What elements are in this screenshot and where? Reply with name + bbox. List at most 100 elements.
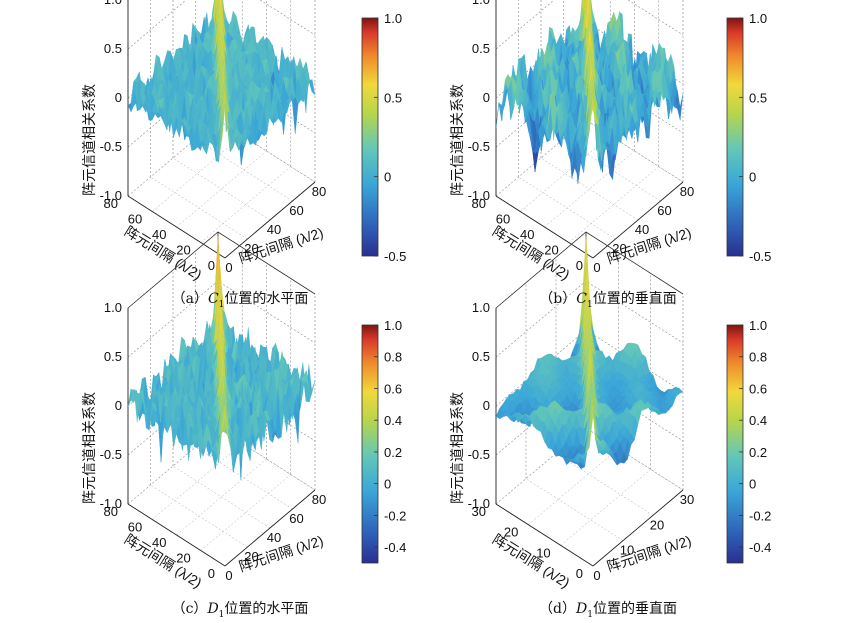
colorbar-tick-label: -0.2 bbox=[384, 508, 406, 523]
z-tick-label: 1.0 bbox=[472, 300, 490, 315]
y-tick-label: 80 bbox=[104, 504, 118, 519]
colorbar-bar bbox=[361, 17, 379, 257]
colorbar-tick-label: 0.2 bbox=[384, 445, 402, 460]
y-tick-label: 20 bbox=[176, 551, 190, 566]
grid-line bbox=[585, 427, 684, 491]
x-axis-line bbox=[224, 489, 316, 567]
y-tick-label: 40 bbox=[520, 227, 534, 242]
colorbar-tick-label: 0.6 bbox=[384, 381, 402, 396]
z-tick-label: -0.5 bbox=[468, 139, 490, 154]
colorbar-tick-label: -0.5 bbox=[749, 249, 771, 264]
grid-line bbox=[172, 157, 271, 221]
y-tick-label: 80 bbox=[472, 196, 486, 211]
colorbar-tick-label: -0.5 bbox=[384, 249, 406, 264]
x-tick-label: 60 bbox=[657, 203, 671, 218]
x-tick-label: 40 bbox=[635, 222, 649, 237]
y-axis-line bbox=[495, 503, 594, 567]
colorbar-tick-label: 1.0 bbox=[749, 318, 767, 333]
z-tick-label: 0 bbox=[115, 90, 122, 105]
colorbar-tick-label: 0.5 bbox=[384, 90, 402, 105]
surface bbox=[127, 0, 316, 166]
y-tick-label: 30 bbox=[472, 504, 486, 519]
z-tick-label: -1.0 bbox=[100, 496, 122, 511]
chart-panel-d: -1.0 -0.5 0 0.5 1.0 0 10 20 30 0 10 20 30 阵元信道相关系数阵元间… bbox=[449, 231, 771, 591]
x-tick-label: 20 bbox=[244, 549, 258, 564]
surface-cell bbox=[589, 102, 596, 124]
chart-panel-a: -1.0 -0.5 0 0.5 1.0 0 20 40 60 80 0 20 40 60 80 阵元信道相关系… bbox=[81, 0, 406, 283]
colorbar-tick-label: -0.2 bbox=[749, 508, 771, 523]
x-tick-label: 10 bbox=[620, 543, 634, 558]
colorbar-tick-label: 0 bbox=[749, 170, 756, 185]
y-tick-label: 20 bbox=[504, 525, 518, 540]
x-tick-label: 0 bbox=[225, 568, 232, 583]
x-tick-label: 20 bbox=[244, 241, 258, 256]
colorbar-tick-label: 0.2 bbox=[749, 445, 767, 460]
z-axis-label: 阵元信道相关系数 bbox=[449, 392, 465, 504]
x-axis-line bbox=[592, 181, 684, 259]
grid-line bbox=[555, 453, 654, 516]
z-tick-label: 0 bbox=[483, 398, 490, 413]
z-tick-label: 1.0 bbox=[472, 0, 490, 7]
grid-line bbox=[540, 157, 639, 221]
y-tick-label: 0 bbox=[208, 566, 215, 581]
x-tick-label: 60 bbox=[289, 203, 303, 218]
colorbar-tick-label: 0 bbox=[384, 170, 391, 185]
grid-line bbox=[127, 427, 316, 505]
colorbar-tick-label: 0.5 bbox=[749, 90, 767, 105]
grid-line bbox=[495, 119, 684, 197]
z-tick-label: -0.5 bbox=[100, 139, 122, 154]
x-axis-line bbox=[224, 181, 316, 259]
colorbar: -0.4 -0.2 0 0.2 0.4 0.6 0.8 1.0 bbox=[726, 318, 771, 564]
z-tick-label: 0.5 bbox=[104, 349, 122, 364]
colorbar-tick-label: 0.8 bbox=[749, 350, 767, 365]
z-tick-label: 0.5 bbox=[472, 349, 490, 364]
x-tick-label: 0 bbox=[225, 260, 232, 275]
y-tick-label: 40 bbox=[152, 535, 166, 550]
colorbar-tick-label: 0 bbox=[749, 477, 756, 492]
z-tick-label: 0.5 bbox=[104, 41, 122, 56]
y-axis-label: 阵元间隔 (λ/2) bbox=[490, 531, 573, 591]
y-tick-label: 60 bbox=[496, 212, 510, 227]
colorbar-tick-label: 1.0 bbox=[384, 11, 402, 26]
z-tick-label: -1.0 bbox=[468, 188, 490, 203]
z-tick-label: -0.5 bbox=[468, 447, 490, 462]
y-tick-label: 10 bbox=[536, 545, 550, 560]
y-tick-label: 60 bbox=[128, 520, 142, 535]
z-tick-label: -0.5 bbox=[100, 447, 122, 462]
colorbar-tick-label: 0.4 bbox=[384, 413, 402, 428]
colorbar: -0.4 -0.2 0 0.2 0.4 0.6 0.8 1.0 bbox=[361, 318, 406, 564]
colorbar-tick-label: 0.8 bbox=[384, 350, 402, 365]
z-axis-label: 阵元信道相关系数 bbox=[81, 84, 97, 196]
y-tick-label: 20 bbox=[544, 243, 558, 258]
y-tick-label: 0 bbox=[208, 258, 215, 273]
x-tick-label: 40 bbox=[267, 530, 281, 545]
colorbar-tick-label: 0.4 bbox=[749, 413, 767, 428]
x-tick-label: 20 bbox=[650, 517, 664, 532]
chart-panel-b: -1.0 -0.5 0 0.5 1.0 0 20 40 60 80 0 20 40 60 80 阵元信道相关系… bbox=[449, 0, 771, 283]
z-axis-label: 阵元信道相关系数 bbox=[449, 84, 465, 196]
surface-cell bbox=[589, 409, 597, 448]
colorbar-tick-label: -0.4 bbox=[384, 540, 406, 555]
z-tick-label: -1.0 bbox=[100, 188, 122, 203]
z-tick-label: 0.5 bbox=[472, 41, 490, 56]
x-tick-label: 20 bbox=[612, 241, 626, 256]
surface-cell bbox=[221, 103, 228, 139]
y-tick-label: 60 bbox=[128, 212, 142, 227]
surface bbox=[127, 235, 316, 480]
caption-d: （d）D1位置的垂直面 bbox=[539, 601, 677, 620]
x-axis-line bbox=[592, 489, 684, 567]
x-tick-label: 30 bbox=[680, 492, 694, 507]
grid-line bbox=[525, 478, 624, 541]
grid-line bbox=[152, 443, 243, 520]
grid-line bbox=[560, 469, 651, 546]
x-tick-label: 80 bbox=[680, 184, 694, 199]
x-tick-label: 60 bbox=[289, 511, 303, 526]
x-tick-label: 40 bbox=[267, 222, 281, 237]
y-axis-line bbox=[495, 195, 594, 259]
y-axis-line bbox=[127, 503, 226, 567]
colorbar-tick-label: -0.4 bbox=[749, 540, 771, 555]
z-tick-label: 0 bbox=[483, 90, 490, 105]
surface-cell bbox=[309, 79, 316, 96]
x-axis-label: 阵元间隔 (λ/2) bbox=[605, 532, 694, 574]
